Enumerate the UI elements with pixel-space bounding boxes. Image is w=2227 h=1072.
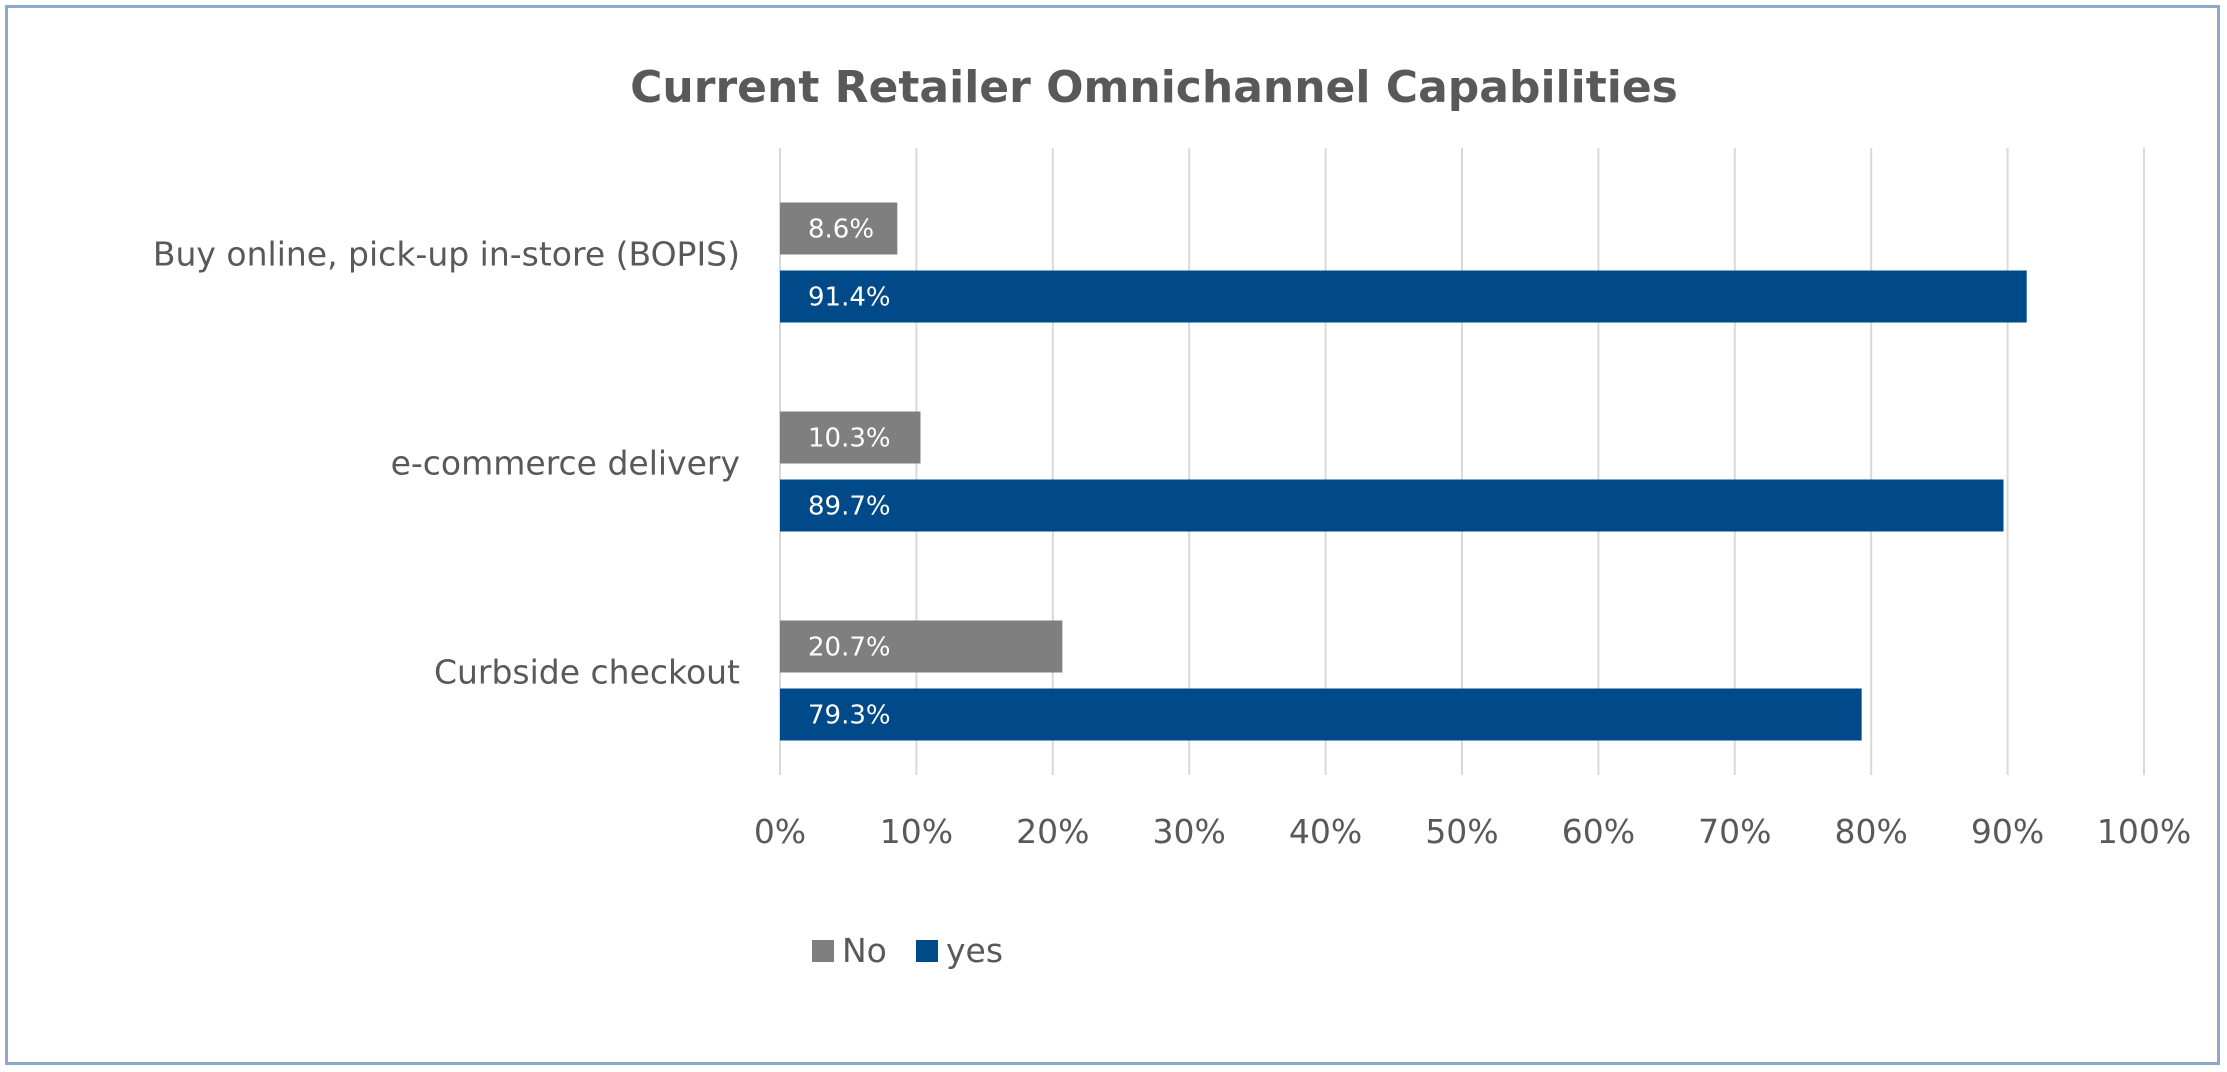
x-tick-label: 70% — [1698, 812, 1771, 851]
x-tick-label: 0% — [754, 812, 806, 851]
data-label: 79.3% — [808, 701, 891, 731]
x-tick-label: 20% — [1016, 812, 1089, 851]
legend-label-no: No — [842, 931, 887, 970]
legend-swatch-yes — [916, 940, 938, 962]
legend-swatch-no — [812, 940, 834, 962]
bar-no — [780, 620, 1063, 673]
labels: 0% 10% 20% 30% 40% 50% 60% 70% 80% 90% 100% Buy onl… — [153, 215, 2191, 852]
x-tick-label: 60% — [1562, 812, 1635, 851]
bar-no — [780, 411, 921, 464]
data-label: 91.4% — [808, 283, 891, 313]
data-label: 8.6% — [808, 215, 874, 245]
category-label: Buy online, pick-up in-store (BOPIS) — [153, 235, 740, 274]
legend-label-yes: yes — [946, 931, 1003, 970]
x-tick-label: 100% — [2097, 812, 2191, 851]
bar-yes — [780, 270, 2027, 323]
data-label: 89.7% — [808, 492, 891, 522]
x-tick-label: 40% — [1289, 812, 1362, 851]
x-tick-label: 30% — [1153, 812, 1226, 851]
category-label: Curbside checkout — [434, 653, 740, 692]
x-tick-label: 90% — [1971, 812, 2044, 851]
chart-frame — [5, 5, 2220, 1065]
category-label: e-commerce delivery — [391, 444, 740, 483]
x-tick-label: 10% — [880, 812, 953, 851]
gridlines — [779, 148, 2145, 775]
bar-no — [780, 202, 898, 255]
legend: No yes — [812, 931, 1003, 970]
data-label: 10.3% — [808, 424, 891, 454]
data-label: 20.7% — [808, 633, 891, 663]
bar-yes — [780, 688, 1862, 741]
x-tick-label: 50% — [1425, 812, 1498, 851]
bars — [780, 202, 2027, 741]
bar-yes — [780, 479, 2004, 532]
chart-title: Current Retailer Omnichannel Capabilitie… — [630, 62, 1678, 113]
x-tick-label: 80% — [1835, 812, 1908, 851]
